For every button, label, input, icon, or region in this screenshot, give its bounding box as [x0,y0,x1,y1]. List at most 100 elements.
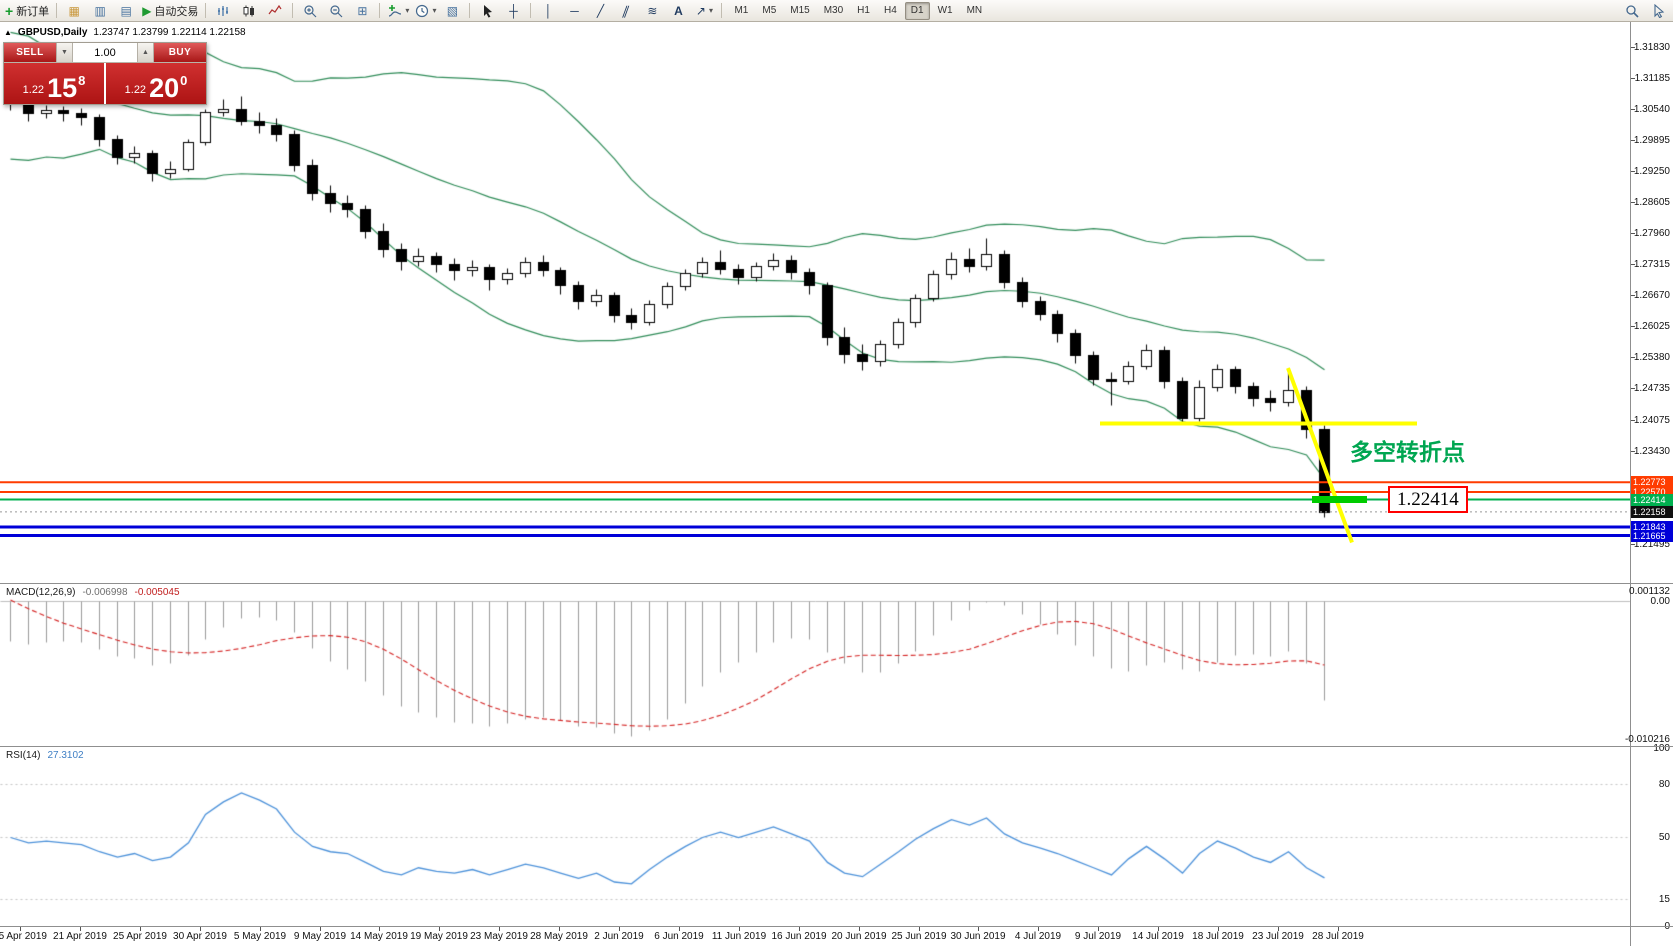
timeframe-button-w1[interactable]: W1 [937,5,953,16]
chart-ohlc-values: 1.23747 1.23799 1.22114 1.22158 [93,27,246,38]
text-tool-button[interactable]: A [666,2,690,20]
sell-price-pip: 8 [78,73,86,88]
periods-button[interactable]: ▾ [413,2,438,20]
date-axis-label: 14 May 2019 [350,931,408,942]
timeframe-button-m30[interactable]: M30 [823,5,844,16]
zoom-in-button[interactable] [298,2,322,20]
navigator-icon: ▤ [120,3,132,18]
timeframe-button-m15[interactable]: M15 [790,5,810,16]
vertical-line-tool-button[interactable]: │ [536,2,560,20]
date-axis-tick [559,927,560,931]
buy-price-box[interactable]: 1.22 20 0 [106,63,206,104]
macd-signal-value: -0.005045 [134,587,180,598]
price-axis-label: 1.29250 [1633,166,1670,177]
date-axis-tick [1218,927,1219,931]
sell-price-box[interactable]: 1.22 15 8 [4,63,104,104]
timeframe-button-mn[interactable]: MN [966,5,983,16]
trendline-tool-button[interactable]: ╱ [588,2,612,20]
price-axis-tick [1631,420,1635,421]
channel-tool-button[interactable]: ∥ [614,2,638,20]
date-axis-label: 19 May 2019 [410,931,468,942]
price-axis-tick [1631,264,1635,265]
sell-button[interactable]: SELL [4,43,56,62]
volume-increase-button[interactable]: ▲ [137,43,154,62]
date-axis-tick [1278,927,1279,931]
buy-button[interactable]: BUY [154,43,206,62]
cursor-pointer-button[interactable] [1646,2,1670,20]
date-axis-tick [1158,927,1159,931]
price-axis-tick [1631,202,1635,203]
date-axis-label: 25 Jun 2019 [891,931,947,942]
price-axis[interactable]: 1.31830 1.31185 1.30540 1.29895 1.29250 1.286… [1625,22,1673,946]
trendline-icon: ╱ [596,3,605,18]
volume-input[interactable]: 1.00 [73,43,137,62]
crosshair-icon: ┼ [509,3,518,18]
zoom-out-button[interactable] [324,2,348,20]
date-axis-label: 2 Jun 2019 [594,931,644,942]
arrows-tool-button[interactable]: ↗ ▾ [692,2,716,20]
date-axis[interactable]: 15 Apr 2019 21 Apr 2019 25 Apr 2019 30 Apr … [0,927,1630,946]
date-axis-label: 16 Jun 2019 [771,931,827,942]
rsi-panel-separator[interactable] [0,746,1673,747]
price-axis-tick [1631,544,1635,545]
timeframe-button-m5[interactable]: M5 [762,5,777,16]
one-click-top-row: SELL ▼ 1.00 ▲ BUY [4,43,206,63]
date-axis-label: 11 Jun 2019 [711,931,767,942]
fibonacci-tool-button[interactable]: ≋ [640,2,664,20]
timeframe-button-m1[interactable]: M1 [734,5,749,16]
indicators-button[interactable]: ▾ [385,2,411,20]
timeframe-button-h4[interactable]: H4 [883,5,897,16]
data-window-button[interactable]: ▥ [88,2,112,20]
volume-decrease-button[interactable]: ▼ [56,43,73,62]
date-axis-label: 9 May 2019 [293,931,347,942]
price-axis-tick [1631,109,1635,110]
new-order-button[interactable]: + 新订单 [3,2,51,20]
bar-chart-icon [218,5,229,16]
date-axis-label: 14 Jul 2019 [1132,931,1184,942]
timeframe-button-h1[interactable]: H1 [857,5,870,16]
price-axis-label: 1.26025 [1633,321,1670,332]
macd-indicator-label: MACD(12,26,9) -0.006998 -0.005045 [6,587,180,598]
bar-chart-button[interactable] [211,2,235,20]
one-click-toggle-icon[interactable]: ▲ [4,28,12,37]
date-axis-tick [859,927,860,931]
cursor-tool-button[interactable] [475,2,499,20]
templates-icon: ▧ [446,3,459,18]
price-axis-label: 1.31830 [1633,42,1670,53]
candlestick-chart-button[interactable] [237,2,261,20]
line-chart-button[interactable] [263,2,287,20]
tile-windows-button[interactable]: ⊞ [350,2,374,20]
symbol-search-button[interactable] [1620,2,1644,20]
price-axis-tick [1631,78,1635,79]
horizontal-line-tool-button[interactable]: ─ [562,2,586,20]
autotrading-play-icon: ▶ [142,3,152,18]
price-axis-tick [1631,326,1635,327]
buy-price-pip: 0 [180,73,188,88]
templates-button[interactable]: ▧ [440,2,464,20]
indicators-caret-icon: ▾ [405,5,410,15]
price-callout-label[interactable]: 1.22414 [1388,486,1468,513]
date-axis-tick [439,927,440,931]
price-axis-label: 1.24075 [1633,415,1670,426]
zoom-out-icon [330,4,343,17]
market-watch-button[interactable]: ▦ [62,2,86,20]
main-toolbar: + 新订单 ▦ ▥ ▤ ▶ 自动交易 ⊞ ▾ [0,0,1673,22]
arrows-icon: ↗ [695,3,706,18]
cursor-icon [483,4,492,18]
date-axis-separator [0,926,1673,927]
turning-point-annotation[interactable]: 多空转折点 [1350,439,1465,465]
navigator-button[interactable]: ▤ [114,2,138,20]
macd-panel-separator[interactable] [0,583,1673,584]
autotrading-button[interactable]: ▶ 自动交易 [140,2,200,20]
rsi-axis-label: 100 [1653,743,1670,754]
timeframe-button-d1[interactable]: D1 [904,1,930,20]
date-axis-label: 28 Jul 2019 [1312,931,1364,942]
date-axis-label: 30 Apr 2019 [173,931,227,942]
price-axis-tick [1631,388,1635,389]
new-order-label: 新订单 [16,5,50,18]
price-axis-label: 1.24735 [1633,383,1670,394]
date-axis-tick [978,927,979,931]
crosshair-tool-button[interactable]: ┼ [501,2,525,20]
